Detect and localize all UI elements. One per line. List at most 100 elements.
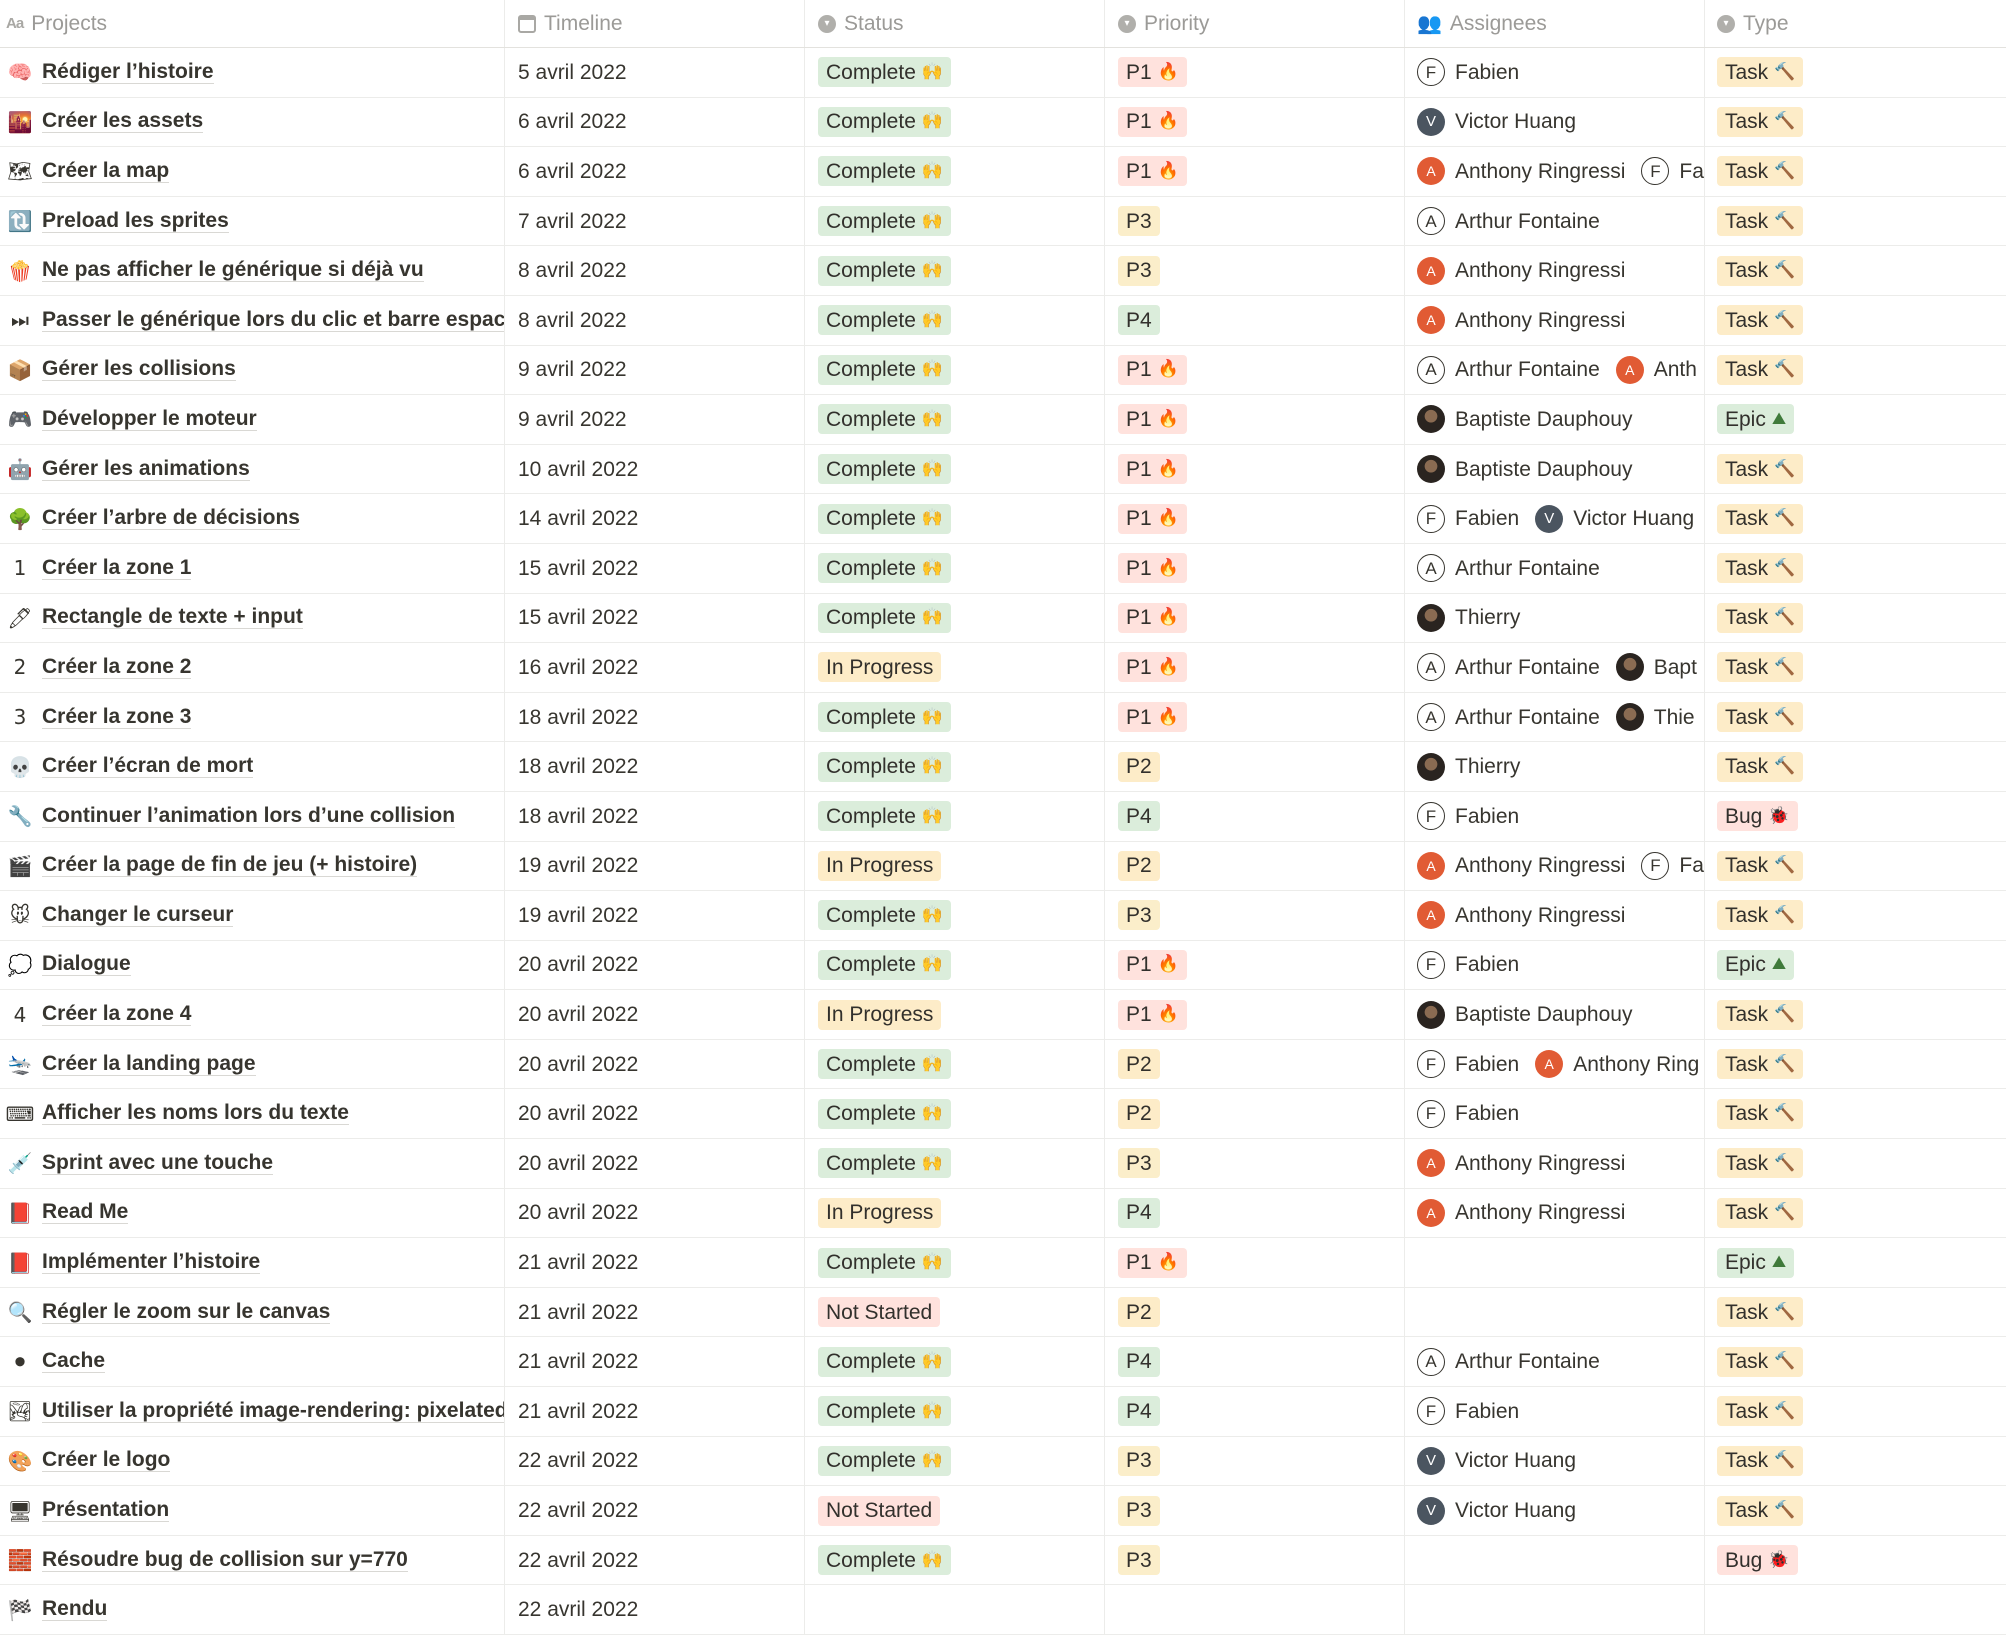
cell-priority[interactable]: P2 bbox=[1105, 1089, 1405, 1139]
project-title-link[interactable]: Read Me bbox=[42, 1200, 129, 1225]
cell-priority[interactable]: P1 🔥 bbox=[1105, 940, 1405, 990]
cell-type[interactable]: Task 🔨 bbox=[1705, 742, 2006, 791]
cell-timeline[interactable]: 20 avril 2022 bbox=[505, 1089, 805, 1139]
cell-type[interactable]: Epic ⛰ bbox=[1705, 941, 2006, 990]
status-tag[interactable]: In Progress bbox=[818, 850, 942, 881]
cell-timeline[interactable]: 22 avril 2022 bbox=[505, 1535, 805, 1585]
priority-tag[interactable]: P1 🔥 bbox=[1118, 156, 1187, 187]
assignee[interactable]: F Fabien bbox=[1417, 1050, 1519, 1079]
cell-status[interactable]: In Progress bbox=[805, 990, 1105, 1039]
assignee[interactable]: F Fabien bbox=[1417, 1099, 1519, 1128]
cell-assignees[interactable]: A Arthur Fontaine Bapt bbox=[1405, 643, 1705, 692]
cell-type[interactable]: Epic ⛰ bbox=[1705, 1238, 2006, 1287]
priority-tag[interactable]: P2 bbox=[1118, 751, 1160, 782]
cell-project[interactable]: ⚫ Cache bbox=[0, 1337, 505, 1387]
cell-priority[interactable]: P1 🔥 bbox=[1105, 147, 1405, 196]
cell-type[interactable]: Task 🔨 bbox=[1705, 594, 2006, 643]
cell-type[interactable]: Bug 🐞 bbox=[1705, 1536, 2006, 1585]
cell-priority[interactable]: P2 bbox=[1105, 841, 1405, 891]
status-tag[interactable]: Complete 🙌 bbox=[818, 553, 952, 584]
cell-priority[interactable]: P2 bbox=[1105, 1287, 1405, 1337]
cell-assignees[interactable]: A Anthony Ringressi bbox=[1405, 1188, 1705, 1238]
assignee[interactable]: A Arthur Fontaine bbox=[1417, 355, 1600, 384]
cell-assignees[interactable]: A Anthony Ringressi bbox=[1405, 1139, 1705, 1188]
table-row[interactable]: 💉 Sprint avec une touche 20 avril 2022 Comp… bbox=[0, 1139, 2006, 1189]
cell-timeline[interactable]: 8 avril 2022 bbox=[505, 246, 805, 295]
table-row[interactable]: 4 Créer la zone 4 20 avril 2022 In Progress… bbox=[0, 990, 2006, 1040]
cell-assignees[interactable]: Thierry bbox=[1405, 593, 1705, 643]
cell-priority[interactable]: P1 🔥 bbox=[1105, 990, 1405, 1039]
cell-assignees[interactable]: F Fabien bbox=[1405, 791, 1705, 841]
cell-timeline[interactable]: 8 avril 2022 bbox=[505, 295, 805, 345]
status-tag[interactable]: Complete 🙌 bbox=[818, 751, 952, 782]
table-row[interactable]: 🌇 Créer les assets 6 avril 2022 Complete 🙌 P1… bbox=[0, 97, 2006, 148]
cell-project[interactable]: 🌇 Créer les assets bbox=[0, 97, 505, 147]
type-tag[interactable]: Task 🔨 bbox=[1717, 702, 1804, 733]
priority-tag[interactable]: P4 bbox=[1118, 1346, 1160, 1377]
cell-type[interactable]: Task 🔨 bbox=[1705, 346, 2006, 395]
cell-status[interactable]: Complete 🙌 bbox=[805, 543, 1105, 593]
project-title-link[interactable]: Créer les assets bbox=[42, 109, 204, 134]
assignee[interactable]: Thierry bbox=[1417, 752, 1520, 781]
type-tag[interactable]: Task 🔨 bbox=[1717, 553, 1804, 584]
cell-timeline[interactable]: 6 avril 2022 bbox=[505, 147, 805, 196]
table-row[interactable]: 🎨 Créer le logo 22 avril 2022 Complete 🙌 P3 V V… bbox=[0, 1436, 2006, 1487]
table-row[interactable]: 💭 Dialogue 20 avril 2022 Complete 🙌 P1 🔥 F Fabie… bbox=[0, 940, 2006, 991]
table-row[interactable]: 🧱 Résoudre bug de collision sur y=770 22 a… bbox=[0, 1535, 2006, 1586]
cell-project[interactable]: 🎬 Créer la page de fin de jeu (+ histoire… bbox=[0, 841, 505, 891]
cell-project[interactable]: 3 Créer la zone 3 bbox=[0, 692, 505, 742]
project-title-link[interactable]: Créer la zone 4 bbox=[42, 1002, 192, 1027]
assignee[interactable]: Baptiste Dauphouy bbox=[1417, 1000, 1632, 1029]
cell-type[interactable]: Task 🔨 bbox=[1705, 494, 2006, 543]
status-tag[interactable]: Complete 🙌 bbox=[818, 206, 952, 237]
table-row[interactable]: 📕 Implémenter l’histoire 21 avril 2022 Comp… bbox=[0, 1238, 2006, 1288]
cell-status[interactable]: Complete 🙌 bbox=[805, 1139, 1105, 1188]
cell-project[interactable]: 💉 Sprint avec une touche bbox=[0, 1139, 505, 1188]
type-tag[interactable]: Task 🔨 bbox=[1717, 1495, 1804, 1526]
table-row[interactable]: 🗺 Créer la map 6 avril 2022 Complete 🙌 P1 🔥 A An… bbox=[0, 147, 2006, 197]
assignee[interactable]: F Fabien bbox=[1417, 1397, 1519, 1426]
cell-timeline[interactable]: 18 avril 2022 bbox=[505, 791, 805, 841]
cell-priority[interactable]: P1 🔥 bbox=[1105, 1238, 1405, 1287]
cell-priority[interactable]: P4 bbox=[1105, 1337, 1405, 1387]
status-tag[interactable]: Complete 🙌 bbox=[818, 1247, 952, 1278]
status-tag[interactable]: Not Started bbox=[818, 1297, 941, 1328]
cell-project[interactable]: 2 Créer la zone 2 bbox=[0, 643, 505, 692]
status-tag[interactable]: Complete 🙌 bbox=[818, 1049, 952, 1080]
cell-assignees[interactable]: F Fabien bbox=[1405, 1089, 1705, 1139]
cell-timeline[interactable]: 22 avril 2022 bbox=[505, 1436, 805, 1486]
status-tag[interactable]: Complete 🙌 bbox=[818, 1148, 952, 1179]
cell-priority[interactable]: P1 🔥 bbox=[1105, 692, 1405, 742]
type-tag[interactable]: Task 🔨 bbox=[1717, 1445, 1804, 1476]
cell-priority[interactable]: P1 🔥 bbox=[1105, 593, 1405, 643]
cell-priority[interactable]: P1 🔥 bbox=[1105, 444, 1405, 494]
cell-timeline[interactable]: 10 avril 2022 bbox=[505, 444, 805, 494]
table-row[interactable]: 🐭 Changer le curseur 19 avril 2022 Complete… bbox=[0, 891, 2006, 941]
cell-assignees[interactable]: A Anthony Ringressi bbox=[1405, 891, 1705, 940]
cell-project[interactable]: 🖥 Présentation bbox=[0, 1486, 505, 1535]
table-row[interactable]: 🛬 Créer la landing page 20 avril 2022 Compl… bbox=[0, 1039, 2006, 1090]
column-header-status[interactable]: ▾ Status bbox=[805, 0, 1105, 47]
cell-project[interactable]: 🧱 Résoudre bug de collision sur y=770 bbox=[0, 1535, 505, 1585]
cell-type[interactable]: Task 🔨 bbox=[1705, 842, 2006, 891]
cell-assignees[interactable] bbox=[1405, 1535, 1705, 1585]
type-tag[interactable]: Task 🔨 bbox=[1717, 602, 1804, 633]
cell-priority[interactable]: P3 bbox=[1105, 1436, 1405, 1486]
type-tag[interactable]: Task 🔨 bbox=[1717, 1297, 1804, 1328]
table-row[interactable]: 🎬 Créer la page de fin de jeu (+ histoire… bbox=[0, 841, 2006, 892]
cell-project[interactable]: 📦 Gérer les collisions bbox=[0, 345, 505, 395]
cell-status[interactable]: Complete 🙌 bbox=[805, 1436, 1105, 1486]
cell-status[interactable] bbox=[805, 1585, 1105, 1634]
cell-timeline[interactable]: 19 avril 2022 bbox=[505, 891, 805, 940]
priority-tag[interactable]: P1 🔥 bbox=[1118, 503, 1187, 534]
cell-project[interactable]: ⌨ Afficher les noms lors du texte bbox=[0, 1089, 505, 1139]
cell-priority[interactable]: P1 🔥 bbox=[1105, 48, 1405, 97]
type-tag[interactable]: Task 🔨 bbox=[1717, 305, 1804, 336]
table-row[interactable]: 🖥 Présentation 22 avril 2022 Not Started P3 V… bbox=[0, 1486, 2006, 1536]
cell-timeline[interactable]: 21 avril 2022 bbox=[505, 1337, 805, 1387]
cell-priority[interactable]: P1 🔥 bbox=[1105, 543, 1405, 593]
status-tag[interactable]: Complete 🙌 bbox=[818, 900, 952, 931]
table-row[interactable]: 💀 Créer l’écran de mort 18 avril 2022 Compl… bbox=[0, 742, 2006, 792]
cell-project[interactable]: 🛬 Créer la landing page bbox=[0, 1039, 505, 1089]
cell-project[interactable]: 🎨 Créer le logo bbox=[0, 1436, 505, 1486]
